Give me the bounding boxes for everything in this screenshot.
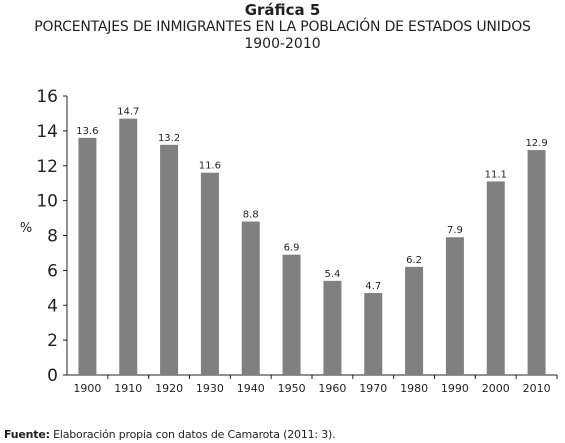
data-label-2000: 11.1 [485,169,507,180]
bar-1980 [405,266,424,375]
source-label: Fuente: [4,428,50,441]
y-tick-label-10: 10 [36,192,58,212]
data-label-1940: 8.8 [243,210,259,221]
bar-2000 [486,181,505,375]
x-tick-label-1960: 1960 [318,382,346,395]
data-label-1910: 14.7 [117,107,139,118]
data-label-2010: 12.9 [525,138,547,149]
bar-1930 [200,172,219,375]
data-label-1950: 6.9 [284,243,300,254]
bar-1950 [282,254,301,375]
bar-1910 [119,118,138,375]
chart-heading: Gráfica 5 PORCENTAJES DE INMIGRANTES EN … [0,2,565,53]
x-tick-label-1910: 1910 [114,382,142,395]
data-label-1960: 5.4 [324,269,340,280]
data-label-1930: 11.6 [199,161,221,172]
x-tick-label-1920: 1920 [155,382,183,395]
data-label-1990: 7.9 [447,225,463,236]
data-label-1920: 13.2 [158,133,180,144]
bar-2010 [527,150,546,375]
x-tick-label-2000: 2000 [482,382,510,395]
x-tick-label-1930: 1930 [196,382,224,395]
data-label-1970: 4.7 [365,281,381,292]
bar-1970 [364,293,383,375]
source-text: Elaboración propia con datos de Camarota… [53,428,336,441]
x-tick-label-2010: 2010 [523,382,551,395]
x-tick-label-1940: 1940 [237,382,265,395]
y-axis-label: % [20,221,32,236]
chart-number: Gráfica 5 [244,1,321,19]
y-tick-label-16: 16 [36,87,58,107]
x-tick-label-1980: 1980 [400,382,428,395]
y-tick-label-14: 14 [36,122,58,142]
chart-period: 1900-2010 [244,36,321,52]
x-tick-label-1970: 1970 [359,382,387,395]
data-label-1980: 6.2 [406,255,422,266]
x-tick-label-1990: 1990 [441,382,469,395]
y-tick-label-6: 6 [47,261,58,281]
bar-1920 [160,144,179,375]
y-tick-label-8: 8 [47,227,58,247]
x-tick-label-1950: 1950 [278,382,306,395]
bar-1900 [78,137,97,375]
y-tick-label-2: 2 [47,331,58,351]
data-label-1900: 13.6 [76,126,98,137]
y-tick-label-12: 12 [36,157,58,177]
chart-title: PORCENTAJES DE INMIGRANTES EN LA POBLACI… [34,19,531,35]
y-tick-label-0: 0 [47,366,58,386]
source-note: Fuente: Elaboración propia con datos de … [4,428,336,441]
bar-1960 [323,280,342,375]
bar-1940 [241,221,260,375]
x-tick-label-1900: 1900 [73,382,101,395]
y-tick-label-4: 4 [47,296,58,316]
bar-1990 [445,237,464,375]
